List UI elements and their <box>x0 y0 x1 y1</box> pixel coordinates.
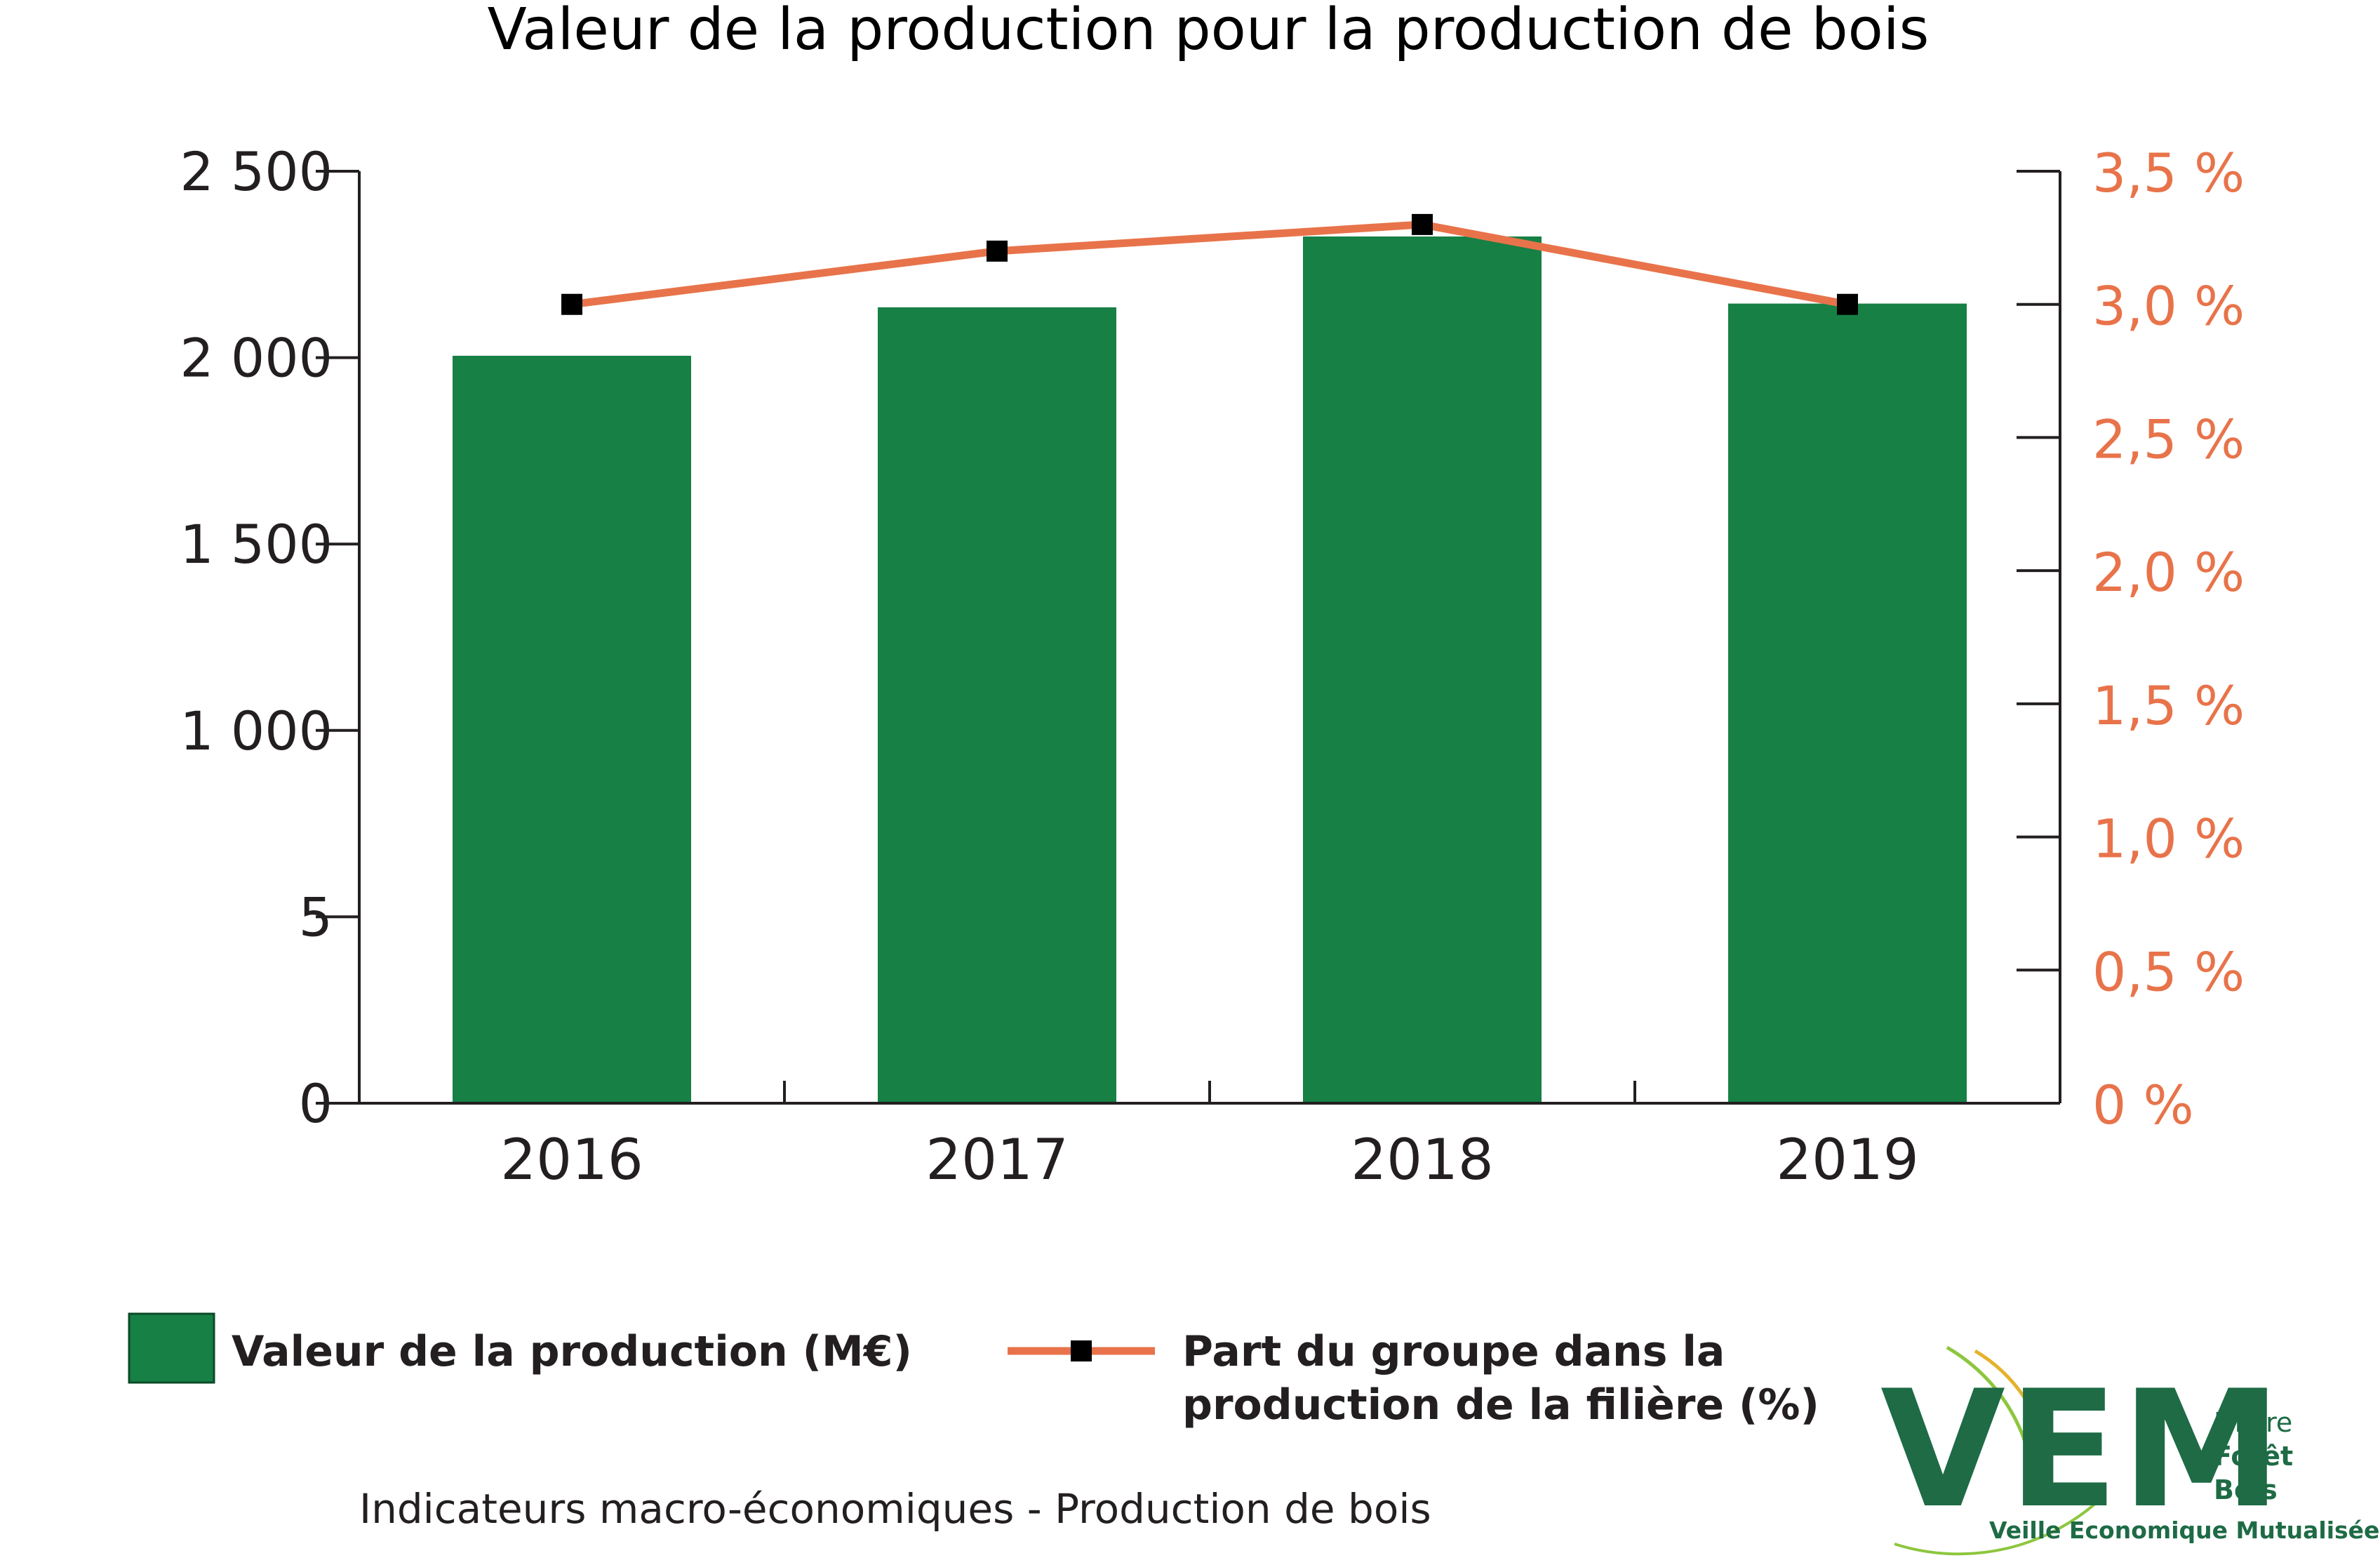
legend-label-line-1: Part du groupe dans la <box>1182 1327 1725 1376</box>
ytick-left-label: 5 <box>299 886 333 948</box>
ytick-left-label: 2 000 <box>180 327 333 389</box>
vem-logo: VEM Filière Forêt Bois Veille Economique… <box>1880 1345 2379 1556</box>
bar-2017 <box>878 307 1116 1104</box>
legend: Valeur de la production (M€) Part du gro… <box>128 1312 1819 1430</box>
line-marker-2018 <box>1412 213 1433 235</box>
line-marker-2019 <box>1837 293 1858 315</box>
logo-arc-bottom <box>1894 1493 2106 1556</box>
footer-caption: Indicateurs macro-économiques - Producti… <box>359 1485 1431 1533</box>
legend-swatch-marker <box>1071 1340 1092 1361</box>
ytick-right-label: 0 % <box>2092 1074 2194 1136</box>
line-series-share <box>571 220 1849 309</box>
ytick-right-label: 3,0 % <box>2092 275 2245 338</box>
logo-tagline: Veille Economique Mutualisée <box>1989 1517 2379 1544</box>
legend-label-line-2: production de la filière (%) <box>1182 1380 1819 1430</box>
plot-area: 0 5 1 000 1 500 2 000 2 500 0 % 0,5 % 1,0 % 1,5 %… <box>180 140 2245 1192</box>
ytick-left-label: 2 500 <box>180 140 333 203</box>
bar-2019 <box>1728 303 1967 1104</box>
xtick-label-2017: 2017 <box>925 1127 1069 1192</box>
ytick-left-label: 1 000 <box>180 700 333 762</box>
ytick-right-label: 2,5 % <box>2092 408 2245 470</box>
xtick-label-2019: 2019 <box>1776 1127 1919 1192</box>
logo-wordmark: VEM <box>1880 1357 2285 1544</box>
logo-arc-gold <box>1974 1349 2051 1460</box>
xtick-label-2016: 2016 <box>500 1127 643 1192</box>
legend-swatch-bar <box>128 1312 215 1384</box>
line-marker-2017 <box>987 240 1008 262</box>
logo-line3: Bois <box>2214 1474 2278 1505</box>
logo-line1: Filière <box>2214 1407 2292 1438</box>
bar-2018 <box>1303 236 1542 1104</box>
ytick-right-label: 1,0 % <box>2092 808 2245 870</box>
logo-line2: Forêt <box>2214 1441 2293 1472</box>
ytick-right-label: 0,5 % <box>2092 940 2245 1003</box>
ytick-left-label: 1 500 <box>180 513 333 575</box>
ytick-left-label: 0 <box>299 1072 333 1135</box>
legend-label-bar: Valeur de la production (M€) <box>232 1327 912 1376</box>
logo-arc-green <box>1946 1345 2037 1503</box>
ytick-right-label: 2,0 % <box>2092 541 2245 604</box>
ytick-right-label: 1,5 % <box>2092 674 2245 737</box>
bar-2016 <box>453 355 691 1104</box>
ytick-right-label: 3,5 % <box>2092 142 2245 204</box>
line-marker-2016 <box>561 293 582 315</box>
xtick-label-2018: 2018 <box>1351 1127 1494 1192</box>
chart-title: Valeur de la production pour la producti… <box>488 0 1930 63</box>
